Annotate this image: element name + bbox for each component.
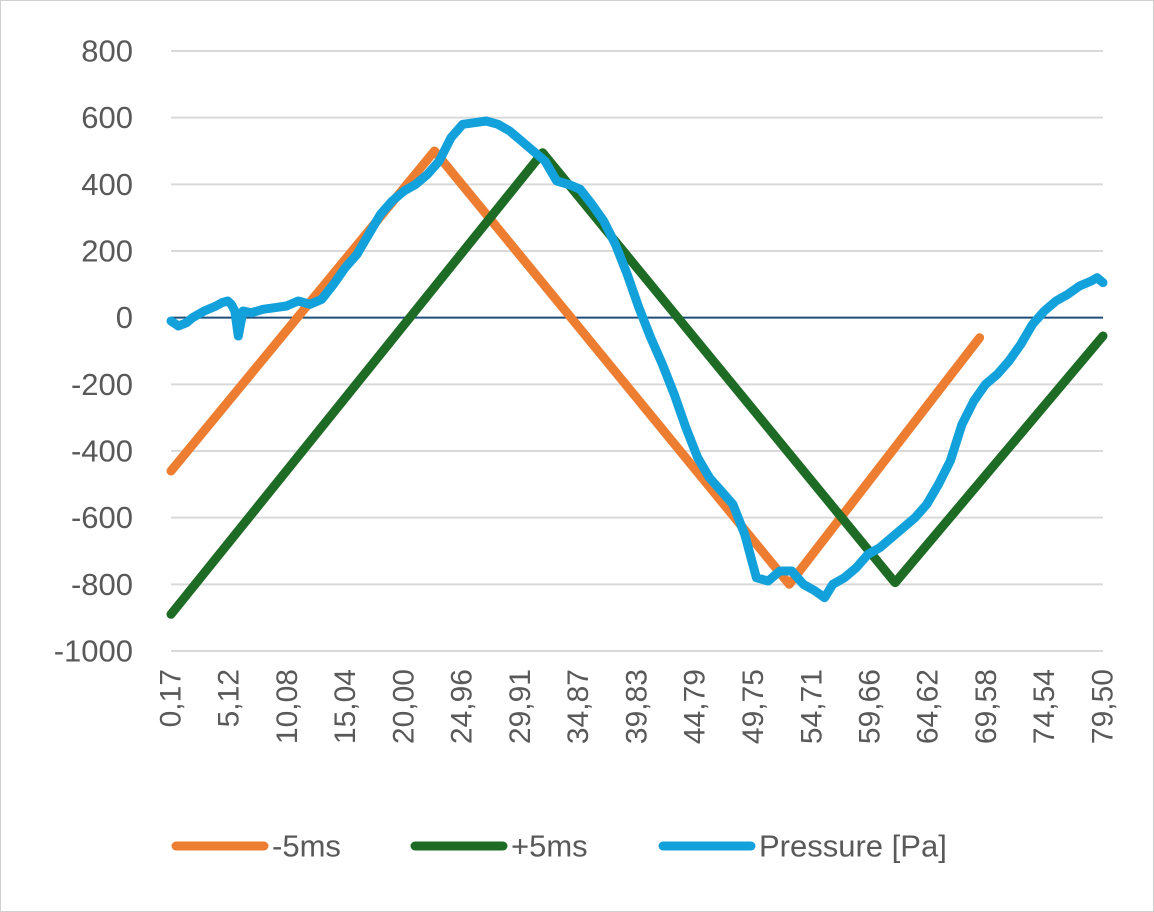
legend: -5ms +5ms Pressure [Pa] xyxy=(171,829,947,864)
x-tick-label: 79,50 xyxy=(1087,669,1120,744)
y-tick-label: 800 xyxy=(81,34,133,69)
x-tick-label: 24,96 xyxy=(446,669,479,744)
x-tick-label: 59,66 xyxy=(853,669,886,744)
y-tick-label: 0 xyxy=(116,300,133,335)
y-tick-label: 400 xyxy=(81,167,133,202)
y-tick-label: 600 xyxy=(81,100,133,135)
x-tick-label: 5,12 xyxy=(213,669,246,727)
legend-label: +5ms xyxy=(511,829,588,864)
x-tick-label: 29,91 xyxy=(504,669,537,744)
legend-label: Pressure [Pa] xyxy=(759,829,947,864)
y-tick-label: -400 xyxy=(71,434,133,469)
x-tick-label: 54,71 xyxy=(795,669,828,744)
series-line-3 xyxy=(166,116,1108,603)
x-tick-label: 44,79 xyxy=(679,669,712,744)
x-tick-label: 69,58 xyxy=(970,669,1003,744)
x-tick-label: 39,83 xyxy=(620,669,653,744)
series-line-1 xyxy=(166,146,985,589)
x-tick-label: 64,62 xyxy=(912,669,945,744)
y-axis: 800 600 400 200 0 -200 -400 -600 -800 -1000 xyxy=(54,34,133,669)
series-layer xyxy=(166,116,1108,619)
x-tick-label: 34,87 xyxy=(562,669,595,744)
x-tick-label: 49,75 xyxy=(737,669,770,744)
x-tick-label: 10,08 xyxy=(271,669,304,744)
legend-label: -5ms xyxy=(272,829,341,864)
y-tick-label: -600 xyxy=(71,500,133,535)
x-tick-label: 20,00 xyxy=(387,669,420,744)
y-tick-label: 200 xyxy=(81,234,133,269)
y-tick-label: -800 xyxy=(71,567,133,602)
x-tick-label: 15,04 xyxy=(329,669,362,744)
series-line-2 xyxy=(166,148,1108,619)
y-tick-label: -200 xyxy=(71,367,133,402)
x-tick-label: 0,17 xyxy=(155,669,188,727)
x-tick-label: 74,54 xyxy=(1028,669,1061,744)
grid-layer xyxy=(171,50,1103,652)
x-axis: 0,17 5,12 10,08 15,04 20,00 24,96 29,91 34,87 39… xyxy=(155,669,1120,744)
y-tick-label: -1000 xyxy=(54,634,133,669)
